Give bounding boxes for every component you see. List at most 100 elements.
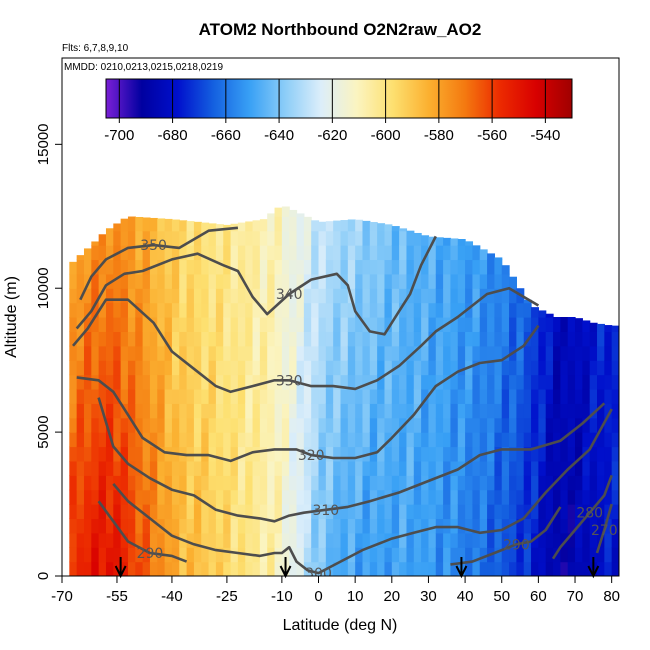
heatmap-cell: [421, 245, 430, 261]
heatmap-cell: [443, 237, 452, 246]
heatmap-cell: [113, 302, 122, 318]
heatmap-cell: [443, 331, 452, 347]
heatmap-cell: [487, 446, 496, 462]
heatmap-cell: [399, 245, 408, 261]
heatmap-cell: [391, 475, 400, 491]
heatmap-cell: [516, 417, 525, 433]
heatmap-cell: [135, 561, 144, 576]
heatmap-cell: [171, 547, 180, 563]
heatmap-cell: [340, 561, 349, 576]
heatmap-cell: [113, 403, 122, 419]
heatmap-cell: [465, 518, 474, 534]
heatmap-cell: [501, 331, 510, 347]
heatmap-cell: [91, 360, 100, 376]
heatmap-cell: [333, 489, 342, 505]
heatmap-cell: [311, 345, 320, 361]
heatmap-cell: [516, 460, 525, 476]
heatmap-cell: [399, 504, 408, 520]
heatmap-cell: [164, 360, 173, 376]
heatmap-cell: [443, 360, 452, 376]
heatmap-cell: [413, 417, 422, 433]
heatmap-cell: [201, 504, 210, 520]
heatmap-cell: [384, 230, 393, 246]
heatmap-cell: [465, 288, 474, 304]
heatmap-cell: [171, 302, 180, 318]
heatmap-cell: [289, 532, 298, 548]
heatmap-cell: [186, 417, 195, 433]
heatmap-cell: [120, 273, 129, 289]
heatmap-cell: [369, 417, 378, 433]
heatmap-cell: [567, 547, 576, 563]
heatmap-cell: [289, 345, 298, 361]
heatmap-cell: [340, 460, 349, 476]
y-tick-label: 15000: [35, 123, 52, 165]
heatmap-cell: [399, 228, 408, 232]
heatmap-cell: [245, 221, 254, 232]
heatmap-cell: [267, 561, 276, 576]
heatmap-cell: [604, 446, 613, 462]
heatmap-cell: [149, 489, 158, 505]
heatmap-cell: [391, 547, 400, 563]
contour-330: [72, 286, 540, 394]
heatmap-cell: [171, 288, 180, 304]
heatmap-cell: [318, 288, 327, 304]
heatmap-cell: [289, 273, 298, 289]
heatmap-cell: [83, 460, 92, 476]
heatmap-cell: [340, 230, 349, 246]
heatmap-cell: [611, 345, 619, 361]
heatmap-cell: [135, 547, 144, 563]
heatmap-cell: [501, 360, 510, 376]
heatmap-cell: [245, 360, 254, 376]
heatmap-cell: [76, 518, 85, 534]
heatmap-cell: [223, 547, 232, 563]
heatmap-cell: [325, 561, 334, 576]
heatmap-cell: [494, 302, 503, 318]
heatmap-cell: [91, 518, 100, 534]
heatmap-cell: [391, 446, 400, 462]
heatmap-cell: [76, 489, 85, 505]
heatmap-cell: [245, 317, 254, 332]
heatmap-cell: [472, 360, 481, 376]
heatmap-cell: [509, 288, 517, 304]
heatmap-cell: [604, 374, 613, 390]
heatmap-cell: [230, 331, 239, 347]
heatmap-cell: [450, 475, 459, 491]
heatmap-cell: [435, 360, 444, 376]
heatmap-cell: [127, 547, 136, 563]
heatmap-cell: [333, 561, 342, 576]
heatmap-cell: [296, 213, 305, 217]
heatmap-cell: [413, 489, 422, 505]
heatmap-cell: [457, 532, 466, 548]
heatmap-cell: [523, 302, 532, 318]
heatmap-cell: [589, 518, 598, 534]
heatmap-cell: [83, 259, 92, 275]
heatmap-cell: [157, 489, 166, 505]
heatmap-cell: [113, 360, 122, 376]
heatmap-cell: [325, 504, 334, 520]
heatmap-cell: [553, 388, 561, 404]
heatmap-cell: [391, 489, 400, 505]
heatmap-cell: [223, 475, 232, 491]
heatmap-cell: [267, 273, 276, 289]
heatmap-cell: [457, 446, 466, 462]
x-tick-label: -55: [106, 588, 128, 605]
heatmap-cell: [516, 475, 525, 491]
heatmap-cell: [443, 388, 452, 404]
heatmap-cell: [443, 547, 452, 563]
heatmap-cell: [281, 446, 290, 462]
heatmap-cell: [267, 288, 276, 304]
heatmap-cell: [531, 432, 539, 448]
heatmap-cell: [259, 388, 268, 404]
heatmap-cell: [230, 518, 239, 534]
heatmap-cell: [538, 345, 547, 361]
heatmap-cell: [83, 446, 92, 462]
heatmap-cell: [127, 345, 136, 361]
heatmap-cell: [267, 345, 276, 361]
heatmap-cell: [377, 547, 386, 563]
heatmap-cell: [377, 302, 386, 318]
heatmap-cell: [545, 532, 554, 548]
heatmap-cell: [560, 504, 569, 520]
heatmap-cell: [553, 518, 561, 534]
heatmap-cell: [553, 417, 561, 433]
heatmap-cell: [465, 504, 474, 520]
